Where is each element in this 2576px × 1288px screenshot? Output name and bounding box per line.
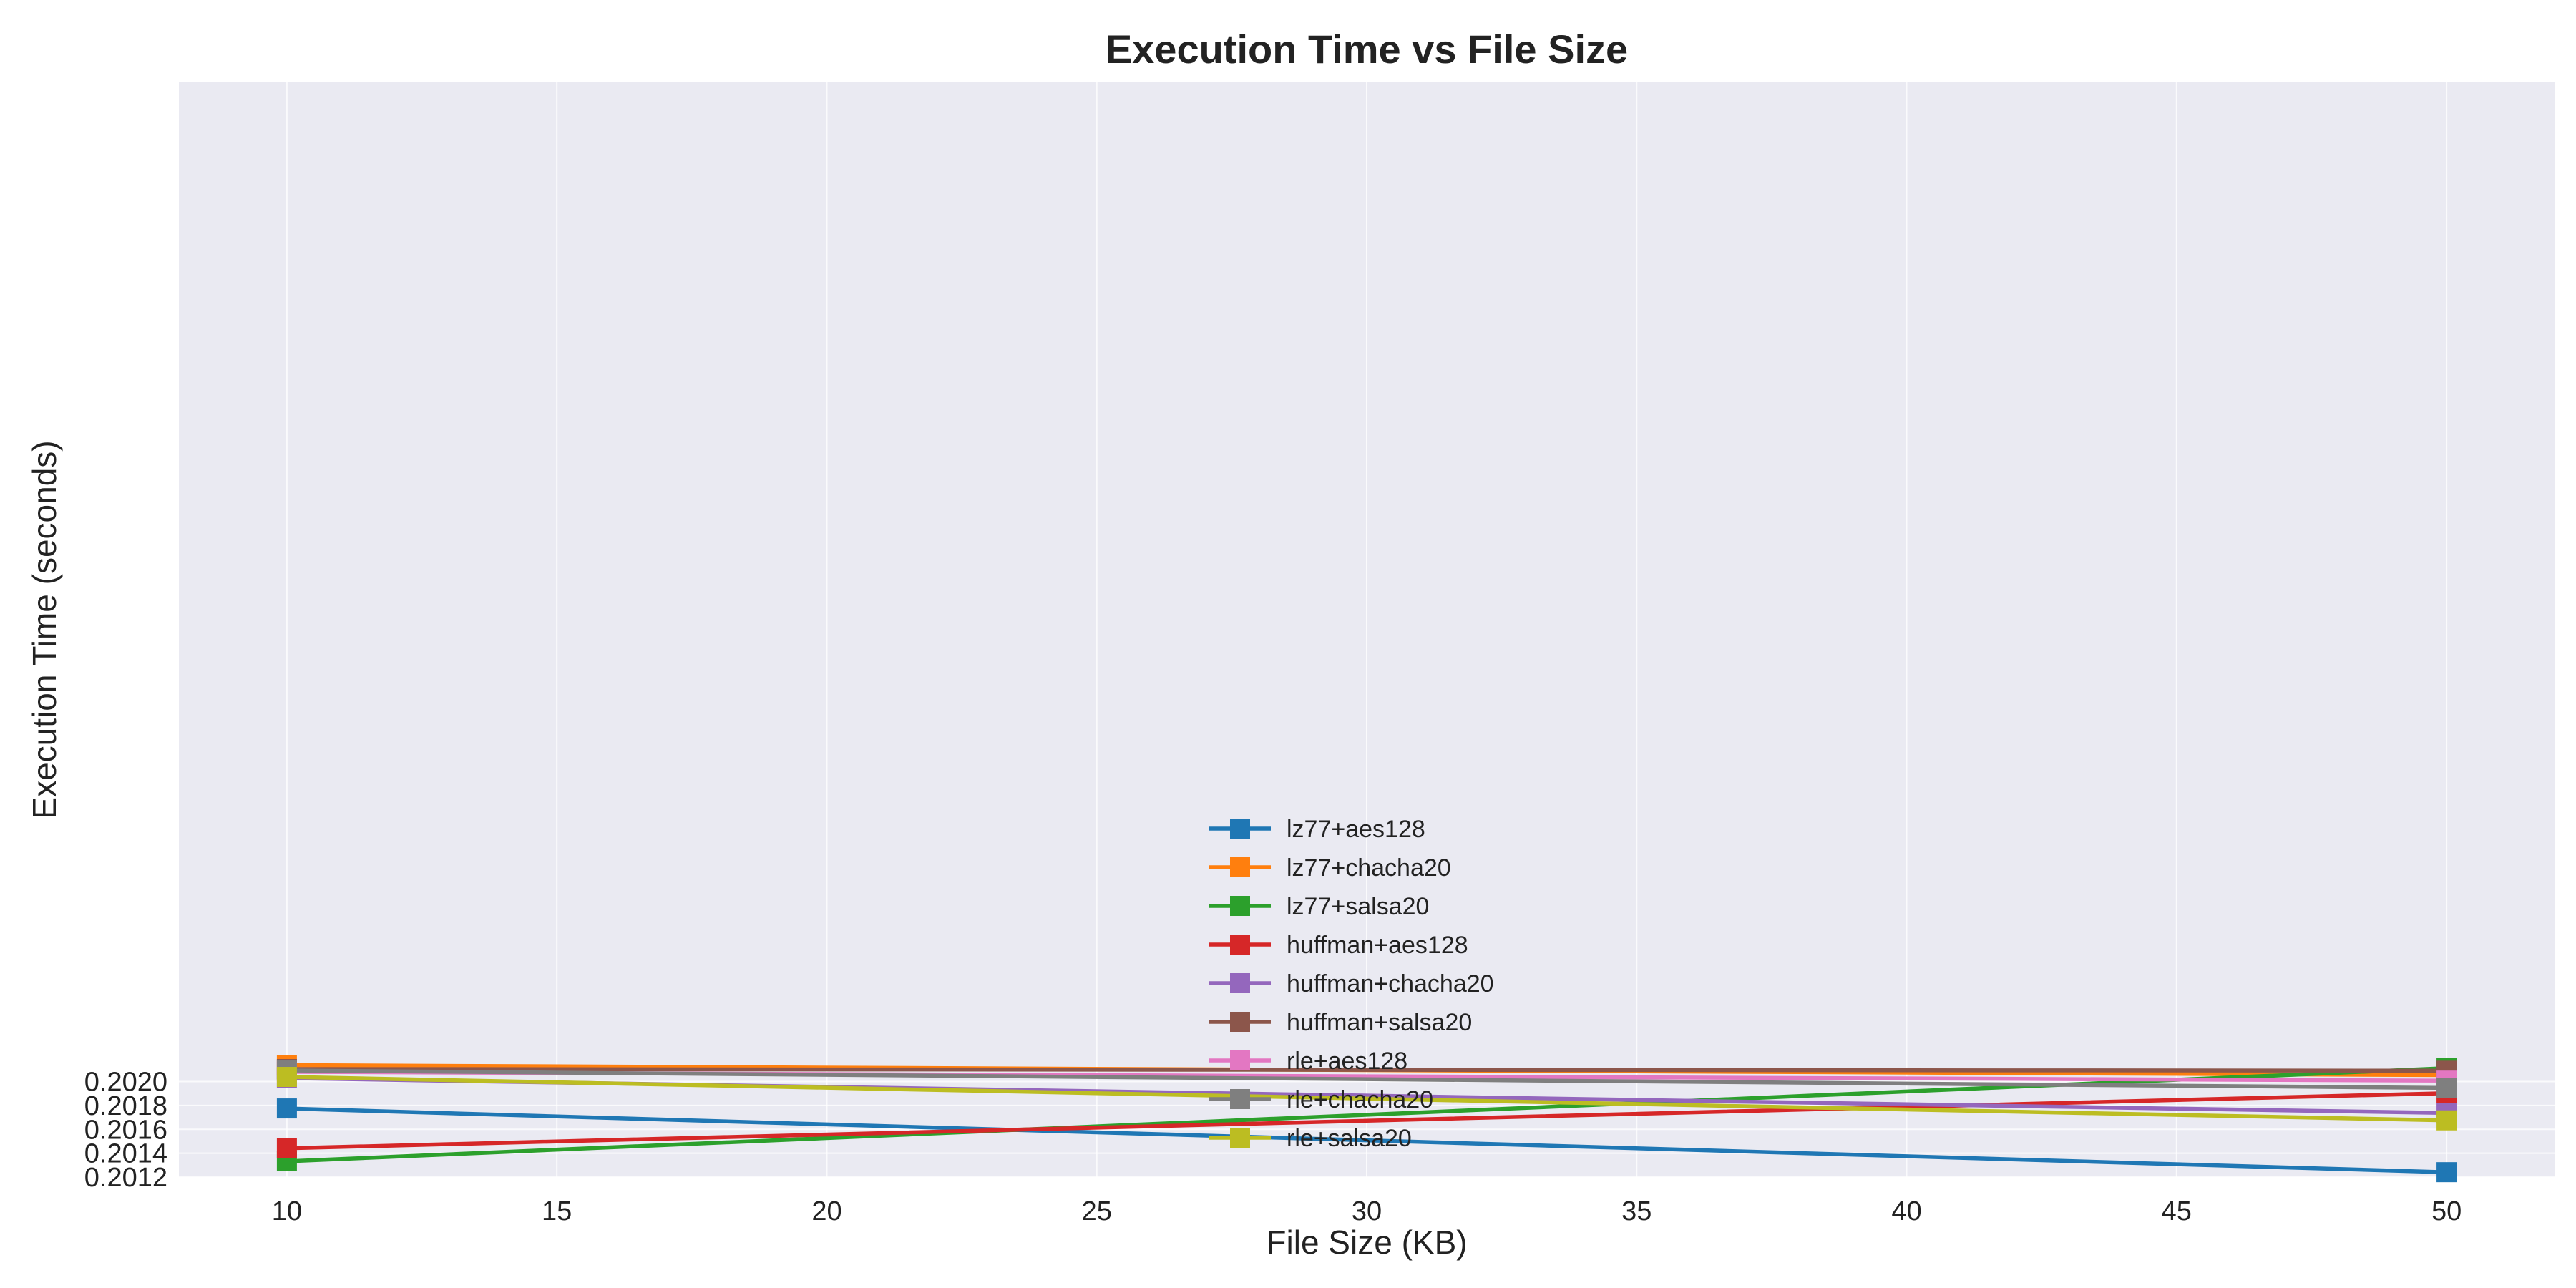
legend-marker: [1230, 857, 1250, 877]
legend-label: rle+salsa20: [1287, 1125, 1412, 1152]
legend-label: huffman+salsa20: [1287, 1009, 1472, 1036]
data-point: [2436, 1162, 2457, 1183]
x-axis-label: File Size (KB): [1266, 1224, 1467, 1261]
x-tick-label: 45: [2162, 1196, 2192, 1226]
x-tick-label: 20: [811, 1196, 841, 1226]
legend-label: lz77+aes128: [1287, 816, 1425, 843]
legend-marker: [1230, 973, 1250, 993]
x-tick-label: 40: [1891, 1196, 1921, 1226]
legend-marker: [1230, 1089, 1250, 1109]
x-tick-label: 50: [2431, 1196, 2462, 1226]
series-rle+salsa20: [276, 1067, 2457, 1131]
legend-label: lz77+salsa20: [1287, 893, 1429, 920]
legend-label: rle+chacha20: [1287, 1086, 1433, 1113]
x-tick-label: 30: [1352, 1196, 1382, 1226]
legend-marker: [1230, 1050, 1250, 1070]
series-line: [285, 1067, 2449, 1073]
legend-marker: [1230, 896, 1250, 916]
series-line: [285, 1075, 2449, 1123]
legend-item: rle+salsa20: [1209, 1125, 1412, 1152]
data-point: [276, 1067, 297, 1088]
legend-marker: [1230, 935, 1250, 955]
chart-title: Execution Time vs File Size: [1106, 26, 1628, 72]
series-layer: [276, 1055, 2457, 1183]
legend-marker: [1230, 1128, 1250, 1148]
x-tick-label: 35: [1621, 1196, 1652, 1226]
x-tick-labels: 10 15 20 25 30 35 40 45 50: [272, 1196, 2462, 1226]
legend-item: huffman+chacha20: [1209, 970, 1494, 997]
data-point: [2436, 1078, 2457, 1098]
y-tick-label: 0.2016: [84, 1115, 167, 1145]
grid-lines: [179, 82, 2555, 1178]
legend: lz77+aes128 lz77+chacha20 lz77+salsa20 huff…: [1209, 816, 1494, 1152]
legend-marker: [1230, 1012, 1250, 1032]
legend-label: huffman+aes128: [1287, 932, 1468, 959]
data-point: [276, 1098, 297, 1119]
y-tick-label: 0.2018: [84, 1091, 167, 1121]
x-tick-label: 25: [1082, 1196, 1112, 1226]
series-line: [285, 1091, 2449, 1151]
y-axis-label: Execution Time (seconds): [26, 440, 63, 819]
legend-label: rle+aes128: [1287, 1048, 1407, 1075]
legend-item: lz77+chacha20: [1209, 854, 1451, 882]
series-lz77+aes128: [276, 1098, 2457, 1183]
data-point: [2436, 1110, 2457, 1131]
series-line: [285, 1068, 2449, 1091]
legend-label: lz77+chacha20: [1287, 854, 1451, 882]
legend-marker: [1230, 819, 1250, 839]
legend-item: rle+chacha20: [1209, 1086, 1433, 1113]
data-point: [276, 1138, 297, 1158]
x-tick-label: 15: [542, 1196, 572, 1226]
x-tick-label: 10: [272, 1196, 302, 1226]
y-tick-label: 0.2012: [84, 1163, 167, 1193]
legend-label: huffman+chacha20: [1287, 970, 1494, 997]
y-tick-label: 0.2014: [84, 1139, 167, 1169]
legend-item: lz77+salsa20: [1209, 893, 1429, 920]
legend-item: huffman+aes128: [1209, 932, 1468, 959]
legend-item: lz77+aes128: [1209, 816, 1425, 843]
legend-item: rle+aes128: [1209, 1048, 1407, 1075]
y-tick-label: 0.2020: [84, 1068, 167, 1098]
series-line: [285, 1106, 2449, 1174]
legend-item: huffman+salsa20: [1209, 1009, 1472, 1036]
